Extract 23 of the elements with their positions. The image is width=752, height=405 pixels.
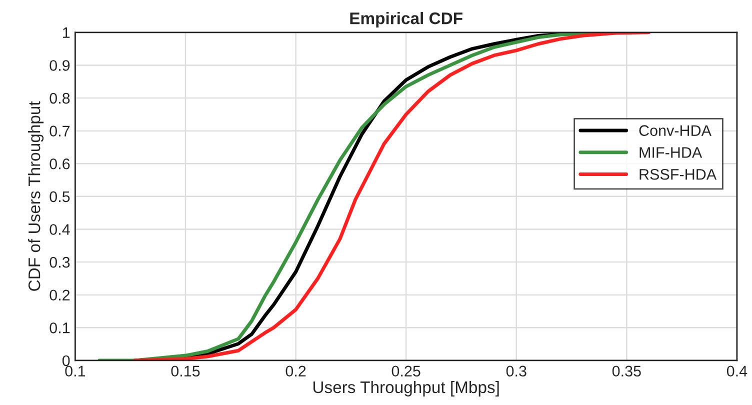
- y-tick-label: 1: [63, 27, 70, 38]
- y-tick-label: 0.5: [50, 191, 70, 202]
- legend-label: MIF-HDA: [640, 147, 702, 158]
- y-tick-label: 0.2: [50, 290, 70, 301]
- x-tick-label: 0.15: [171, 366, 200, 377]
- y-tick-label: 0.8: [50, 92, 70, 104]
- y-tick-label: 0.6: [50, 158, 70, 170]
- chart-title: Empirical CDF: [350, 12, 462, 28]
- y-tick-label: 0: [62, 355, 70, 366]
- x-tick-label: 0.4: [726, 366, 748, 377]
- y-tick-label: 0.4: [50, 224, 70, 235]
- y-axis-title: CDF of Users Throughput: [28, 101, 44, 291]
- y-tick-label: 0.1: [50, 322, 70, 334]
- legend-label: Conv-HDA: [639, 125, 712, 136]
- x-tick-label: 0.3: [506, 366, 526, 377]
- y-tick-label: 0.3: [50, 256, 70, 268]
- y-tick-label: 0.7: [50, 126, 70, 136]
- x-tick-label: 0.2: [286, 366, 306, 377]
- legend-label: RSSF-HDA: [640, 168, 717, 180]
- y-tick-label: 0.9: [50, 60, 70, 71]
- x-tick-label: 0.35: [612, 366, 641, 377]
- x-tick-label: 0.25: [392, 366, 420, 377]
- x-axis-title: Users Throughput [Mbps]: [313, 380, 499, 396]
